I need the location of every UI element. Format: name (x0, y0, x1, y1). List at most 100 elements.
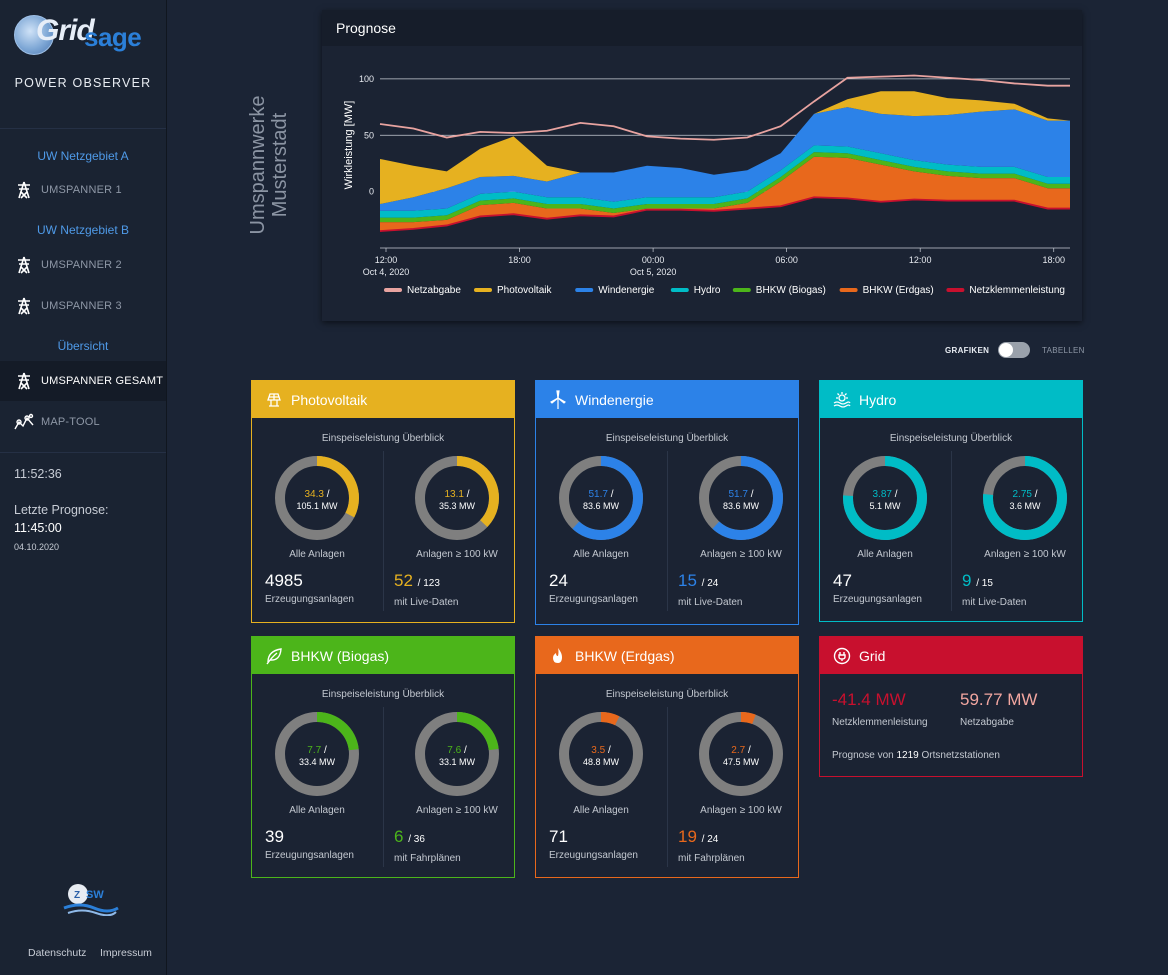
donut-all-plants[interactable]: 34.3 / 105.1 MW (274, 455, 360, 541)
legend-label[interactable]: Netzklemmenleistung (969, 285, 1065, 296)
donut-label: Alle Anlagen (857, 549, 913, 560)
donut-total-value: 33.1 MW (438, 757, 475, 767)
plant-count-label: Erzeugungsanlagen (265, 594, 354, 605)
donut-fill (699, 712, 783, 796)
svg-text:Z: Z (74, 890, 80, 901)
donut-ring (843, 456, 927, 540)
donut-fill (559, 456, 643, 540)
donut-label: Alle Anlagen (289, 805, 345, 816)
donut-current-value: 51.7 (588, 489, 608, 500)
donut-label: Anlagen ≥ 100 kW (700, 549, 782, 560)
donut-large-plants[interactable]: 2.7 / 47.5 MW (698, 711, 784, 797)
card-title: Grid (859, 647, 886, 664)
donut-all-plants[interactable]: 51.7 / 83.6 MW (558, 455, 644, 541)
donut-all-plants[interactable]: 7.7 / 33.4 MW (274, 711, 360, 797)
legend-swatch (839, 288, 858, 292)
donut-label: Anlagen ≥ 100 kW (416, 805, 498, 816)
app-title: POWER OBSERVER (14, 76, 152, 90)
sidebar-item-umspanner-1[interactable]: UMSPANNER 1 (0, 170, 166, 210)
netzabgabe-value: 59.77 MW (960, 690, 1038, 709)
donut-ring (559, 456, 643, 540)
donut-current-value: 51.7 (728, 489, 748, 500)
live-count: 9 / 15 (962, 571, 993, 591)
live-count: 15 / 24 (678, 571, 718, 591)
transformer-tower-icon (14, 180, 34, 200)
plant-count: 4985 (265, 571, 303, 590)
area-windenergie (380, 107, 1070, 211)
donut-total-value: 83.6 MW (582, 501, 619, 511)
donut-ring (559, 712, 643, 796)
legend-label[interactable]: Hydro (694, 285, 721, 296)
donut-ring (415, 712, 499, 796)
donut-current-value: 13.1 (444, 489, 464, 500)
donut-value: 51.7 / (588, 489, 614, 500)
card-title: Windenergie (575, 391, 654, 408)
last-forecast-label: Letzte Prognose: (14, 503, 109, 517)
donut-large-plants[interactable]: 2.75 / 3.6 MW (982, 455, 1068, 541)
card-title: BHKW (Erdgas) (575, 647, 675, 664)
donut-large-plants[interactable]: 51.7 / 83.6 MW (698, 455, 784, 541)
donut-fill (275, 456, 359, 540)
hydro-icon (832, 390, 852, 410)
live-count: 6 / 36 (394, 827, 425, 847)
legend-label[interactable]: Photovoltaik (497, 285, 552, 296)
donut-total-value: 48.8 MW (582, 757, 619, 767)
live-count-total: / 36 (408, 834, 425, 845)
donut-all-plants[interactable]: 3.5 / 48.8 MW (558, 711, 644, 797)
sidebar-item-map-tool[interactable]: MAP-TOOL (0, 402, 166, 442)
toggle-knob[interactable] (999, 343, 1013, 357)
divider (383, 707, 384, 867)
live-count-value: 15 (678, 571, 697, 590)
imprint-link[interactable]: Impressum (100, 947, 152, 959)
grid-summary-suffix: Ortsnetzstationen (921, 750, 1000, 761)
donut-large-plants[interactable]: 13.1 / 35.3 MW (414, 455, 500, 541)
forecast-panel: Prognose 0 50 100 12:00 Oct 4, 2020 18:00 00:0… (322, 10, 1082, 321)
live-count-value: 6 (394, 827, 404, 846)
donut-total-value: 5.1 MW (869, 501, 901, 511)
privacy-link[interactable]: Datenschutz (28, 947, 87, 959)
donut-current-value: 34.3 (304, 489, 324, 500)
legend-label[interactable]: BHKW (Biogas) (756, 285, 826, 296)
plug-icon (832, 646, 852, 666)
grid-summary: Prognose von 1219 Ortsnetzstationen (832, 750, 1000, 761)
logo-text-sage: sage (84, 22, 142, 52)
y-axis-label: Wirkleistung [MW] (343, 101, 355, 190)
donut-large-plants[interactable]: 7.6 / 33.1 MW (414, 711, 500, 797)
live-count-total: / 24 (701, 834, 719, 845)
transformer-tower-icon (14, 296, 34, 316)
donut-total-value: 33.4 MW (298, 757, 335, 767)
transformer-tower-icon (14, 371, 34, 391)
line-netzklemmenleistung (379, 196, 1070, 232)
divider (667, 707, 668, 867)
sidebar-item-umspanner-2[interactable]: UMSPANNER 2 (0, 245, 166, 285)
donut-label: Anlagen ≥ 100 kW (416, 549, 498, 560)
sidebar-item-umspanner-3[interactable]: UMSPANNER 3 (0, 286, 166, 326)
divider (951, 451, 952, 611)
sidebar-item-umspanner-gesamt[interactable]: UMSPANNER GESAMT (0, 361, 166, 401)
legend-label[interactable]: Windenergie (598, 285, 655, 296)
gridsage-logo[interactable]: Grid sage (14, 14, 154, 56)
donut-all-plants[interactable]: 3.87 / 5.1 MW (842, 455, 928, 541)
view-toggle[interactable] (998, 342, 1030, 358)
donut-current-value: 2.75 (1012, 489, 1032, 500)
toggle-label-graphs[interactable]: GRAFIKEN (945, 346, 990, 355)
page-title-line1: Umspannwerke (247, 95, 269, 235)
plant-count: 24 (549, 571, 568, 590)
legend-label[interactable]: BHKW (Erdgas) (863, 285, 934, 296)
donut-current-value: 7.6 (447, 745, 462, 756)
divider (383, 451, 384, 611)
donut-fill (559, 712, 643, 796)
legend-label[interactable]: Netzabgabe (407, 285, 461, 296)
sidebar: Grid sage POWER OBSERVER UW Netzgebiet A… (0, 0, 167, 975)
page-title-line2: Musterstadt (269, 112, 291, 218)
forecast-chart[interactable]: 0 50 100 12:00 Oct 4, 2020 18:00 00:00 Oct 5, 2… (322, 46, 1082, 321)
live-count-value: 19 (678, 827, 697, 846)
live-count-label: mit Live-Daten (394, 597, 459, 608)
line-netzabgabe (379, 74, 1070, 141)
nav-group-overview: Übersicht (57, 339, 109, 353)
wind-turbine-icon (548, 389, 568, 410)
donut-ring (415, 456, 499, 540)
sidebar-item-label: UMSPANNER GESAMT (41, 375, 164, 387)
divider (0, 128, 166, 129)
toggle-label-tables[interactable]: TABELLEN (1042, 346, 1085, 355)
